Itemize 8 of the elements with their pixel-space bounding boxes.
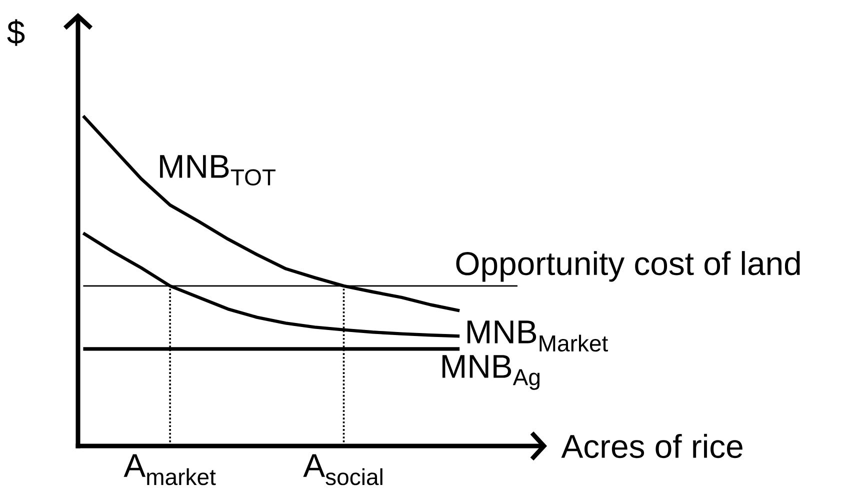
series-label: Opportunity cost of land (456, 251, 800, 282)
x-axis-title: Acres of rice (561, 434, 742, 458)
x-tick-label: A$_{market}$ (124, 454, 216, 486)
series-label: MNB$_{Market}$ (467, 320, 608, 352)
series-label: MNB$_{Ag}$ (442, 355, 540, 390)
y-axis-title: $ (7, 19, 25, 46)
series-label: MNB$_{TOT}$ (160, 155, 276, 186)
x-tick-label: A$_{social}$ (303, 454, 382, 486)
